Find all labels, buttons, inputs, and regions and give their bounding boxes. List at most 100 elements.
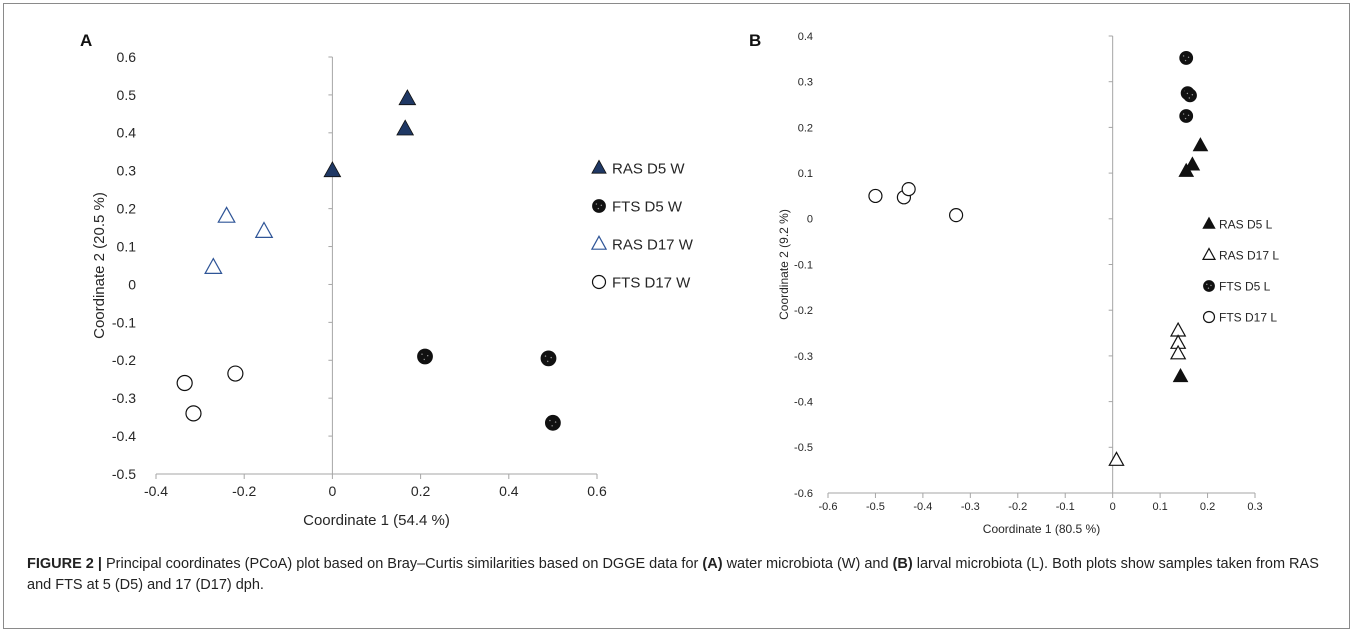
a-legend-label: FTS D5 W — [612, 198, 683, 215]
b-x-tick-label: -0.2 — [1008, 501, 1027, 513]
b-point-fts-d5-l-speckle — [1187, 114, 1190, 117]
a-point-fts-d17-w — [185, 405, 202, 422]
a-legend-label: RAS D5 W — [612, 160, 685, 177]
b-x-tick-label: -0.6 — [819, 501, 838, 513]
a-y-tick-label: -0.2 — [112, 352, 136, 368]
a-y-tick-label: 0.6 — [117, 49, 137, 65]
a-legend-marker — [590, 235, 608, 250]
a-y-tick-label: -0.3 — [112, 390, 136, 406]
caption-text-3: larval microbiota (L). Both plots show s… — [27, 556, 1319, 593]
b-x-tick-label: -0.4 — [913, 501, 932, 513]
b-y-tick-label: -0.3 — [794, 351, 813, 363]
b-point-fts-d5-l-speckle — [1184, 59, 1187, 62]
b-point-fts-d5-l-speckle — [1191, 94, 1194, 96]
b-y-tick-label: 0.3 — [798, 77, 813, 89]
a-legend-marker-speckle — [600, 204, 603, 207]
b-y-tick-label: -0.5 — [794, 442, 813, 454]
a-point-fts-d5-w-speckle — [551, 425, 553, 427]
a-legend-marker-speckle — [595, 203, 598, 205]
b-legend-label: FTS D5 L — [1219, 279, 1271, 293]
a-y-tick-label: -0.1 — [112, 314, 136, 330]
a-point-fts-d5-w-speckle — [554, 421, 557, 423]
b-y-axis-title: Coordinate 2 (9.2 %) — [777, 209, 791, 320]
a-point-ras-d17-w — [204, 257, 223, 274]
panel-b-plot: -0.6 -0.5 -0.4 -0.3 -0.2 -0.1 0 0.1 0.2 0.3 0.4 0.3… — [777, 31, 1279, 536]
b-point-ras-d17-l — [1169, 321, 1187, 337]
b-x-tick-label: -0.3 — [961, 501, 980, 513]
a-legend-label: RAS D17 W — [612, 236, 694, 253]
a-x-axis-title: Coordinate 1 (54.4 %) — [303, 512, 450, 529]
a-legend-label: FTS D17 W — [612, 274, 691, 291]
a-y-tick-label: -0.5 — [112, 466, 136, 482]
a-x-tick-label: -0.2 — [232, 483, 256, 499]
b-x-tick-label: 0 — [1110, 501, 1116, 513]
b-point-ras-d5-l — [1184, 156, 1201, 171]
a-x-tick-label: 0.6 — [587, 483, 607, 499]
a-x-tick-label: 0 — [329, 483, 337, 499]
b-x-tick-label: 0.1 — [1152, 501, 1167, 513]
a-point-fts-d5-w-speckle — [547, 360, 549, 363]
a-point-fts-d5-w-speckle — [423, 358, 425, 361]
a-y-tick-label: 0.1 — [117, 238, 137, 254]
b-point-fts-d5-l — [1179, 109, 1194, 123]
b-point-fts-d5-l-speckle — [1186, 92, 1189, 95]
panel-a-label: A — [80, 31, 92, 50]
a-x-tick-label: -0.4 — [144, 483, 168, 499]
a-point-ras-d5-w — [396, 119, 415, 136]
a-point-fts-d5-w-speckle — [544, 355, 547, 357]
a-y-tick-label: -0.4 — [112, 428, 136, 444]
b-y-tick-label: 0.2 — [798, 122, 813, 134]
b-point-fts-d5-l-speckle — [1188, 97, 1191, 99]
b-y-tick-label: 0.1 — [798, 168, 813, 180]
b-y-tick-label: -0.1 — [794, 259, 813, 271]
b-point-fts-d5-l — [1183, 88, 1197, 103]
a-point-fts-d5-w — [545, 414, 561, 431]
a-legend-marker — [591, 159, 607, 174]
b-legend-label: RAS D5 L — [1219, 217, 1273, 231]
b-point-fts-d5-l-speckle — [1187, 56, 1190, 58]
panel-b-label: B — [749, 31, 761, 50]
caption-ref-a: (A) — [702, 556, 723, 572]
b-x-tick-label: -0.1 — [1056, 501, 1075, 513]
figure-caption: FIGURE 2 | Principal coordinates (PCoA) … — [27, 554, 1327, 596]
b-legend-marker-speckle — [1210, 284, 1212, 287]
b-point-fts-d5-l — [1179, 51, 1194, 65]
b-legend-label: RAS D17 L — [1219, 248, 1279, 262]
a-legend-marker-speckle — [597, 207, 600, 210]
a-point-fts-d5-w — [417, 348, 433, 365]
a-legend-marker — [592, 199, 606, 213]
b-legend-marker — [1202, 216, 1216, 229]
b-point-fts-d5-l-speckle — [1184, 117, 1187, 120]
b-legend-marker-speckle — [1207, 287, 1210, 289]
b-point-ras-d5-l — [1192, 137, 1209, 152]
a-point-ras-d17-w — [217, 206, 236, 223]
caption-text-2: water microbiota (W) and — [726, 556, 889, 572]
a-y-tick-label: 0.3 — [117, 163, 137, 179]
b-point-fts-d17-l — [868, 188, 883, 204]
b-y-tick-label: -0.6 — [794, 488, 813, 500]
a-point-ras-d17-w — [254, 221, 274, 238]
b-point-ras-d17-l — [1108, 451, 1125, 466]
b-legend-marker — [1203, 280, 1215, 292]
b-point-fts-d5-l-speckle — [1182, 55, 1185, 57]
a-point-ras-d5-w — [323, 161, 342, 178]
a-point-fts-d17-w — [176, 374, 193, 392]
figure-frame — [3, 3, 1350, 629]
b-legend-marker — [1202, 310, 1216, 324]
b-x-tick-label: -0.5 — [866, 501, 885, 513]
b-x-tick-label: 0.3 — [1247, 501, 1262, 513]
b-y-tick-label: 0 — [807, 214, 813, 226]
a-legend-marker — [591, 274, 607, 290]
a-y-axis-title: Coordinate 2 (20.5 %) — [91, 192, 108, 339]
a-point-fts-d5-w-speckle — [427, 355, 429, 357]
a-y-tick-label: 0 — [128, 276, 136, 292]
a-point-ras-d5-w — [398, 89, 417, 106]
b-y-tick-label: -0.4 — [794, 396, 813, 408]
b-legend-marker — [1201, 247, 1217, 260]
figure-number: FIGURE 2 | — [27, 556, 102, 572]
a-point-fts-d5-w-speckle — [550, 356, 552, 359]
a-x-tick-label: 0.4 — [499, 483, 519, 499]
b-point-fts-d17-l — [948, 208, 964, 223]
b-x-tick-label: 0.2 — [1200, 501, 1215, 513]
